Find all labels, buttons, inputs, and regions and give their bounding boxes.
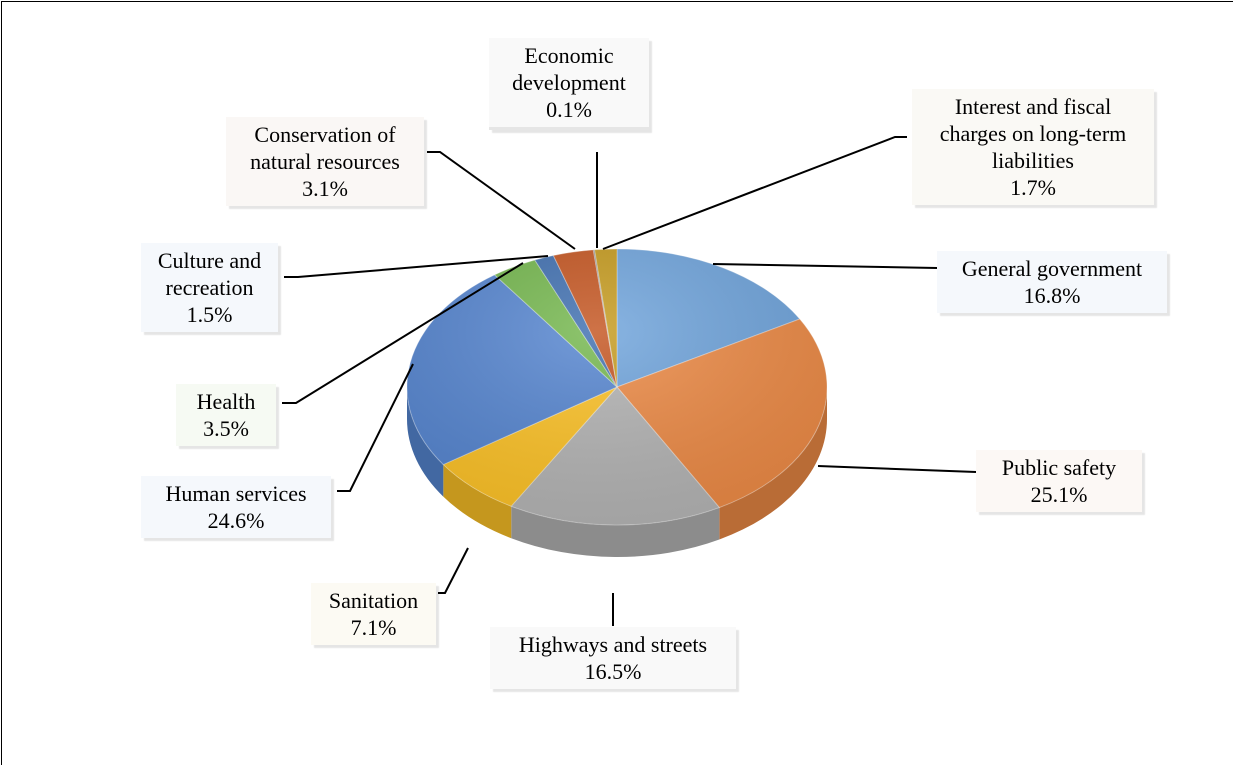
- label-percent: 0.1%: [546, 97, 592, 122]
- label-text: liabilities: [992, 148, 1074, 173]
- label-text: Culture and: [157, 248, 262, 273]
- label-conservation: Conservation of natural resources 3.1%: [226, 117, 424, 206]
- leader-line-4: [712, 263, 938, 269]
- label-text: Economic: [524, 43, 614, 68]
- label-human-services: Human services 24.6%: [141, 476, 331, 538]
- label-text: charges on long-term: [939, 121, 1127, 146]
- leader-line-1: [427, 151, 576, 250]
- label-text: Health: [196, 389, 256, 414]
- label-text: Public safety: [1001, 455, 1117, 480]
- label-text: Highways and streets: [518, 632, 708, 657]
- label-percent: 16.8%: [1023, 283, 1081, 308]
- label-text: Interest and fiscal: [954, 94, 1112, 119]
- label-public-safety: Public safety 25.1%: [976, 450, 1142, 512]
- label-health: Health 3.5%: [176, 384, 276, 446]
- leader-line-3: [284, 255, 549, 278]
- label-percent: 7.1%: [350, 615, 397, 640]
- label-text: development: [512, 70, 626, 95]
- label-percent: 3.1%: [302, 176, 348, 201]
- label-text: natural resources: [250, 149, 400, 174]
- label-text: Conservation of: [254, 122, 396, 147]
- label-percent: 1.5%: [186, 302, 233, 327]
- label-text: Human services: [165, 481, 307, 506]
- label-percent: 3.5%: [203, 416, 249, 441]
- pie-side-4: [407, 387, 444, 497]
- pie-side-1: [719, 387, 827, 540]
- label-highways-streets: Highways and streets 16.5%: [490, 627, 736, 689]
- label-percent: 16.5%: [584, 659, 642, 684]
- label-percent: 24.6%: [207, 508, 265, 533]
- label-sanitation: Sanitation 7.1%: [311, 583, 436, 645]
- label-interest-fiscal: Interest and fiscal charges on long-term…: [912, 89, 1154, 205]
- pie-gloss: [407, 249, 827, 525]
- label-text: General government: [961, 256, 1143, 281]
- pie-side-2: [511, 506, 720, 557]
- label-text: Sanitation: [328, 588, 419, 613]
- leader-line-2: [602, 136, 907, 250]
- label-text: recreation: [165, 275, 254, 300]
- leader-line-5: [282, 262, 524, 404]
- leader-line-7: [817, 465, 977, 473]
- label-economic-development: Economic development 0.1%: [489, 38, 649, 130]
- label-culture-recreation: Culture and recreation 1.5%: [141, 243, 278, 332]
- leader-line-6: [337, 363, 414, 492]
- label-general-government: General government 16.8%: [937, 251, 1167, 313]
- label-percent: 1.7%: [1010, 175, 1056, 200]
- label-percent: 25.1%: [1030, 482, 1088, 507]
- leader-line-8: [438, 547, 469, 594]
- pie-side-3: [443, 464, 512, 539]
